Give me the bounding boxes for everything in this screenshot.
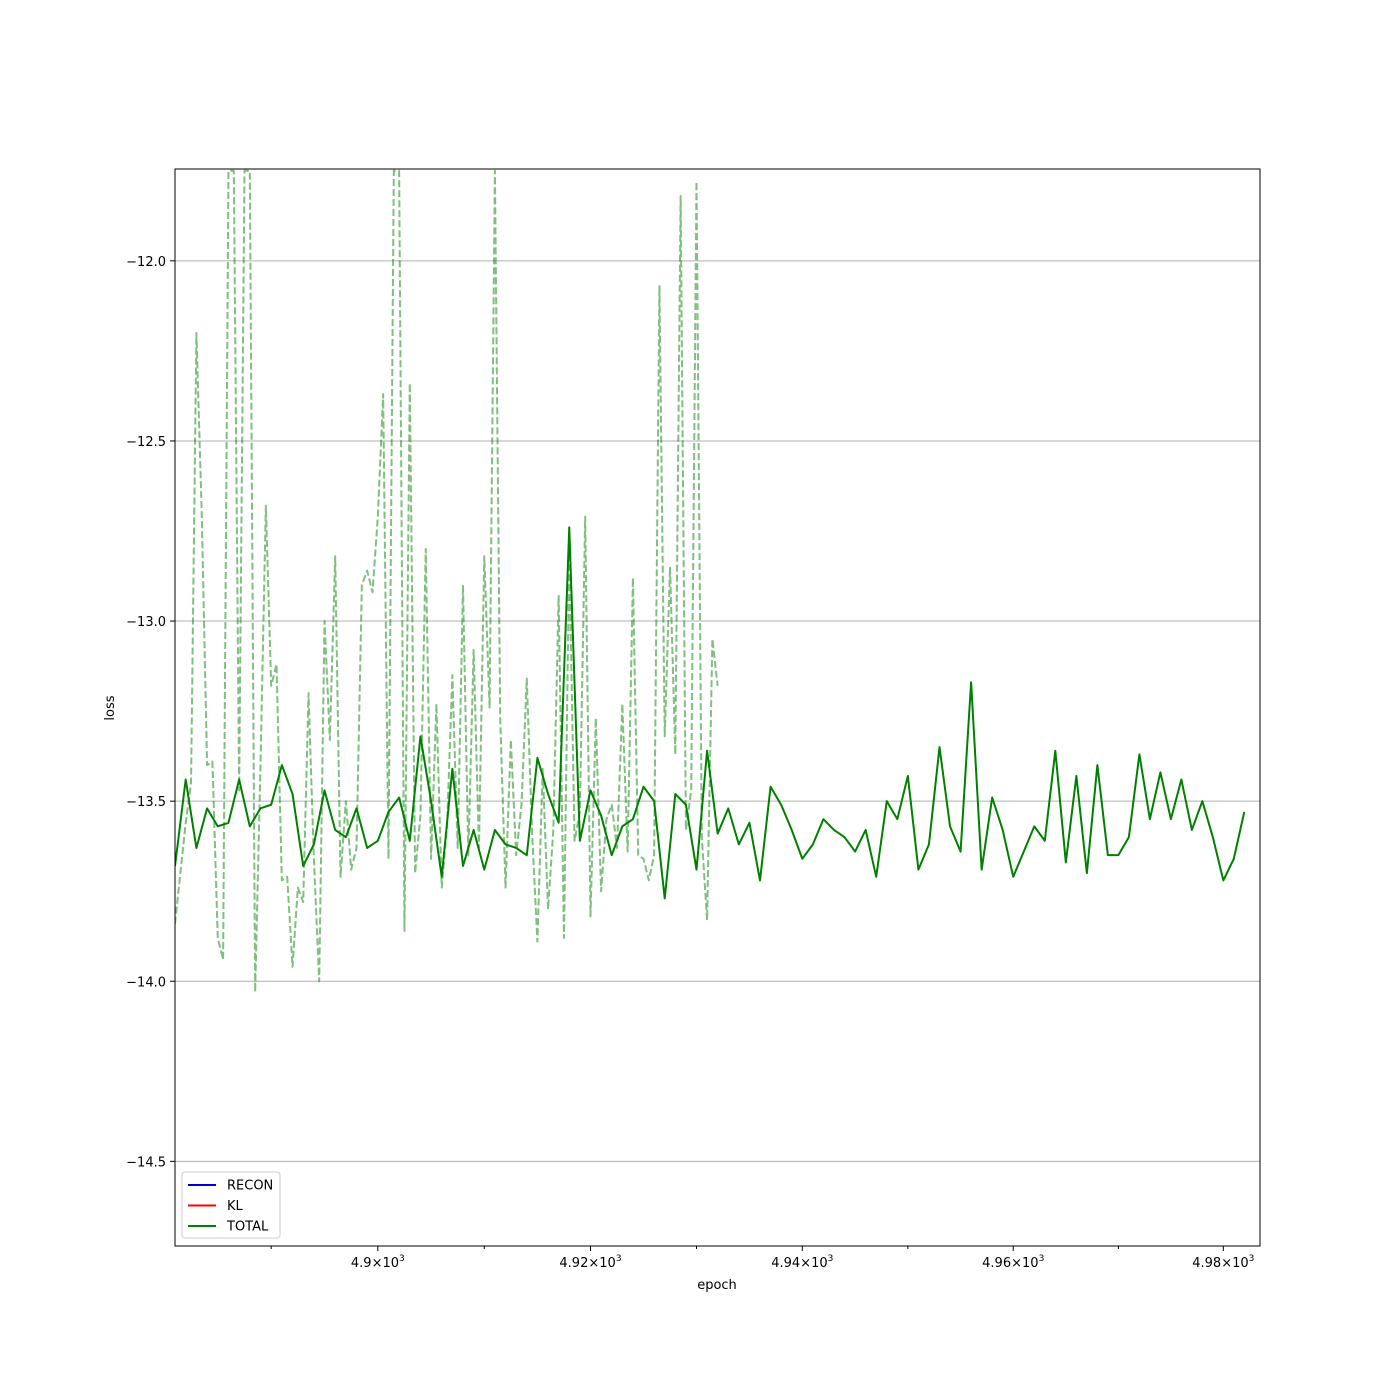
y-tick-label: −14.5	[126, 1155, 166, 1170]
x-tick-mantissa: 4.96	[982, 1256, 1011, 1271]
x-tick-base: 10	[382, 1256, 399, 1271]
total-series-line	[175, 526, 1246, 900]
x-tick-base: 10	[599, 1256, 616, 1271]
grid	[175, 260, 1260, 1162]
legend: RECON KL TOTAL	[181, 1171, 281, 1239]
legend-label-recon: RECON	[227, 1179, 273, 1194]
x-tick-mantissa: 4.94	[771, 1256, 800, 1271]
x-tick-base: 10	[811, 1256, 828, 1271]
x-tick-mantissa: 4.98	[1192, 1256, 1221, 1271]
y-tick-label: −13.0	[126, 615, 166, 630]
x-tick-exponent: 3	[828, 1254, 834, 1264]
x-tick-exponent: 3	[1249, 1254, 1255, 1264]
x-tick-times: ×	[800, 1256, 811, 1271]
x-axis-label: epoch	[697, 1278, 737, 1293]
x-tick-base: 10	[1232, 1256, 1249, 1271]
x-tick-times: ×	[1011, 1256, 1022, 1271]
x-tick-label: 4.98×103	[1192, 1254, 1254, 1271]
x-axis-ticks: 4.9×103 4.92×103 4.94×103 4.96×103 4.98×103	[270, 1246, 1254, 1271]
y-tick-label: −12.0	[126, 255, 166, 270]
x-tick-times: ×	[588, 1256, 599, 1271]
y-tick-label: −12.5	[126, 435, 166, 450]
x-tick-times: ×	[372, 1256, 383, 1271]
legend-box	[181, 1171, 281, 1239]
x-tick-exponent: 3	[1039, 1254, 1045, 1264]
x-tick-mantissa: 4.92	[559, 1256, 588, 1271]
x-tick-exponent: 3	[616, 1254, 622, 1264]
x-tick-label: 4.92×103	[559, 1254, 621, 1271]
x-tick-mantissa: 4.9	[351, 1256, 372, 1271]
y-tick-label: −14.0	[126, 975, 166, 990]
y-tick-label: −13.5	[126, 795, 166, 810]
plot-frame	[174, 168, 1261, 1247]
y-axis-label: loss	[103, 695, 118, 720]
x-tick-label: 4.9×103	[351, 1254, 405, 1271]
x-tick-exponent: 3	[399, 1254, 405, 1264]
x-tick-label: 4.96×103	[982, 1254, 1044, 1271]
x-tick-base: 10	[1022, 1256, 1039, 1271]
x-tick-label: 4.94×103	[771, 1254, 833, 1271]
legend-label-kl: KL	[227, 1199, 244, 1214]
series-group	[175, 169, 1246, 994]
y-axis-ticks: −12.0 −12.5 −13.0 −13.5 −14.0 −14.5	[126, 255, 175, 1170]
x-tick-times: ×	[1221, 1256, 1232, 1271]
legend-label-total: TOTAL	[226, 1220, 269, 1235]
